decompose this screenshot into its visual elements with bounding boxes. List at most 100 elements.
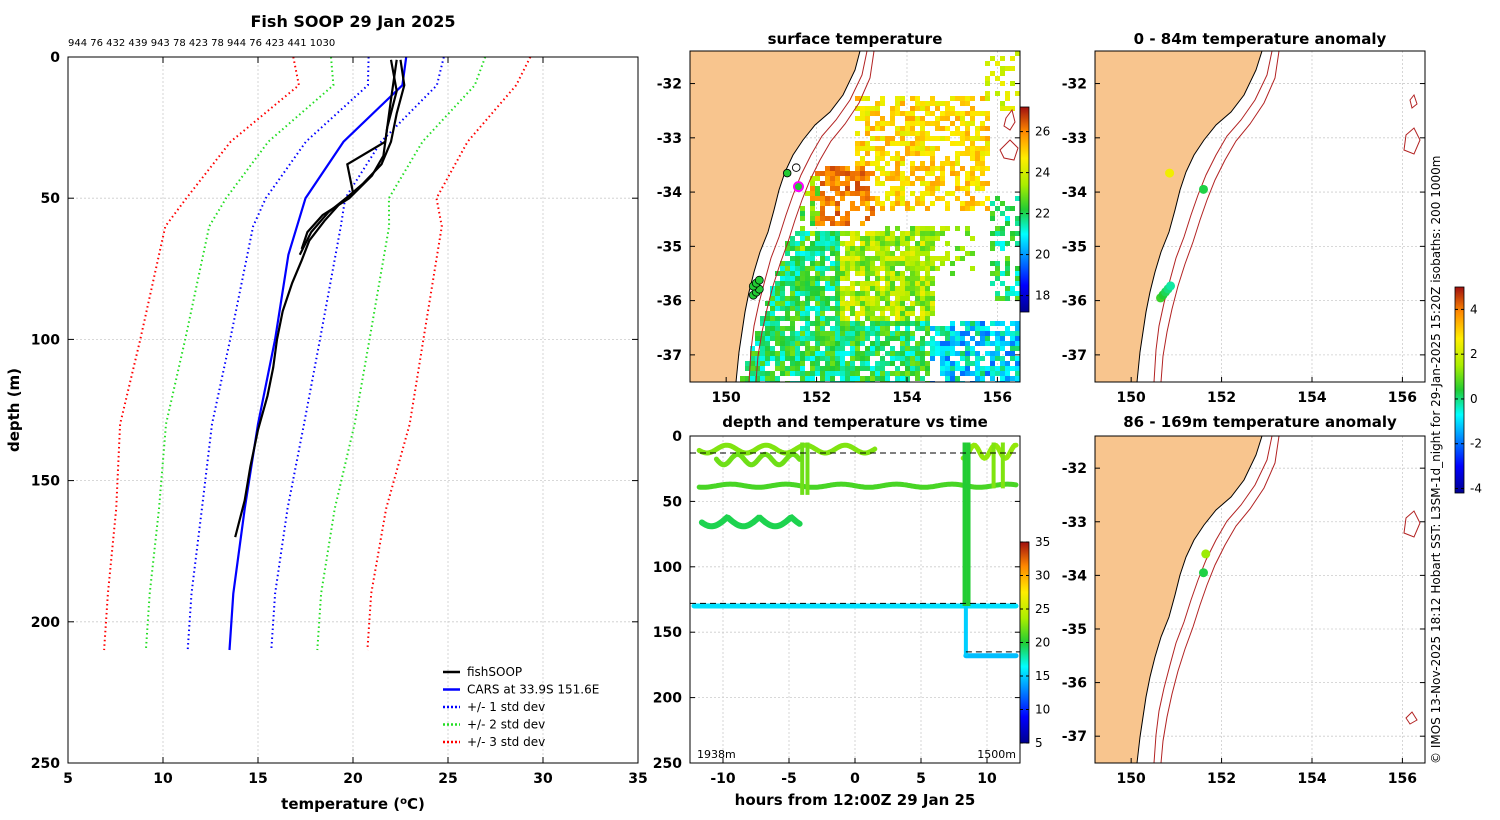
sst-pixel	[865, 196, 870, 201]
sst-pixel	[895, 191, 900, 196]
sst-pixel	[885, 246, 890, 251]
sst-pixel	[860, 96, 865, 101]
sst-pixel	[955, 141, 960, 146]
sst-pixel	[905, 351, 910, 356]
sst-pixel	[850, 306, 855, 311]
sst-pixel	[805, 286, 810, 291]
sst-pixel	[925, 286, 930, 291]
sst-pixel	[955, 111, 960, 116]
sst-pixel	[965, 151, 970, 156]
sst-pixel	[980, 96, 985, 101]
sst-pixel	[865, 356, 870, 361]
sst-pixel	[855, 336, 860, 341]
sst-pixel	[890, 356, 895, 361]
sst-pixel	[940, 366, 945, 371]
sst-pixel	[875, 331, 880, 336]
sst-pixel	[780, 261, 785, 266]
sst-pixel	[825, 256, 830, 261]
sst-pixel	[920, 336, 925, 341]
sst-pixel	[870, 111, 875, 116]
sst-pixel	[830, 186, 835, 191]
sst-pixel	[770, 306, 775, 311]
sst-pixel	[955, 331, 960, 336]
sst-pixel	[900, 371, 905, 376]
sst-pixel	[830, 201, 835, 206]
sst-pixel	[850, 206, 855, 211]
sst-pixel	[1000, 246, 1005, 251]
sst-station-marker	[782, 168, 792, 178]
sst-pixel	[905, 236, 910, 241]
sst-pixel	[780, 371, 785, 376]
anom-shallow-isobath-200	[1153, 51, 1273, 382]
sst-pixel	[825, 276, 830, 281]
sst-pixel	[825, 171, 830, 176]
anom-deep-frame	[1094, 435, 1426, 764]
sst-pixel	[965, 191, 970, 196]
sst-pixel	[810, 176, 815, 181]
sst-pixel	[895, 256, 900, 261]
std2-high-line	[316, 57, 487, 651]
sst-pixel	[860, 166, 865, 171]
sst-pixel	[815, 321, 820, 326]
sst-pixel	[925, 121, 930, 126]
sst-pixel	[815, 291, 820, 296]
sst-pixel	[835, 316, 840, 321]
sst-pixel	[825, 176, 830, 181]
sst-pixel	[965, 101, 970, 106]
sst-pixel	[925, 191, 930, 196]
sst-pixel	[845, 351, 850, 356]
sst-pixel	[840, 356, 845, 361]
sst-pixel	[790, 371, 795, 376]
sst-pixel	[920, 176, 925, 181]
sst-pixel	[870, 286, 875, 291]
sst-pixel	[950, 341, 955, 346]
sst-pixel	[810, 286, 815, 291]
sst-pixel	[785, 366, 790, 371]
sst-pixel	[875, 201, 880, 206]
sst-pixel	[890, 106, 895, 111]
sst-pixel	[1005, 266, 1010, 271]
timeseries-xtick-label: 0	[850, 771, 860, 787]
sst-pixel	[915, 136, 920, 141]
sst-pixel	[955, 376, 960, 381]
sst-pixel	[975, 176, 980, 181]
sst-pixel	[805, 356, 810, 361]
profile-ylabel: depth (m)	[5, 368, 23, 452]
sst-pixel	[790, 346, 795, 351]
sst-pixel	[840, 296, 845, 301]
sst-pixel	[810, 351, 815, 356]
sst-pixel	[765, 371, 770, 376]
sst-pixel	[900, 131, 905, 136]
sst-pixel	[740, 376, 745, 381]
sst-pixel	[910, 191, 915, 196]
sst-pixel	[850, 261, 855, 266]
sst-pixel	[820, 256, 825, 261]
sst-pixel	[915, 301, 920, 306]
anom-deep-title: 86 - 169m temperature anomaly	[1123, 413, 1397, 431]
sst-pixel	[945, 326, 950, 331]
sst-pixel	[960, 96, 965, 101]
sst-pixel	[925, 166, 930, 171]
sst-pixel	[915, 371, 920, 376]
sst-colorbar-label: 26	[1035, 125, 1050, 139]
sst-pixel	[915, 321, 920, 326]
timeseries-xlabel: hours from 12:00Z 29 Jan 25	[735, 791, 976, 809]
sst-pixel	[805, 331, 810, 336]
sst-pixel	[855, 251, 860, 256]
sst-pixel	[880, 306, 885, 311]
sst-pixel	[890, 176, 895, 181]
sst-pixel	[865, 271, 870, 276]
anom-shallow-frame	[1094, 50, 1426, 383]
legend-label: +/- 1 std dev	[467, 700, 545, 714]
sst-pixel	[980, 356, 985, 361]
sst-pixel	[910, 166, 915, 171]
sst-pixel	[915, 281, 920, 286]
sst-pixel	[820, 366, 825, 371]
sst-pixel	[855, 231, 860, 236]
sst-pixel	[930, 351, 935, 356]
sst-pixel	[830, 296, 835, 301]
sst-pixel	[855, 166, 860, 171]
sst-pixel	[1005, 351, 1010, 356]
sst-pixel	[935, 121, 940, 126]
sst-pixel	[1000, 376, 1005, 381]
